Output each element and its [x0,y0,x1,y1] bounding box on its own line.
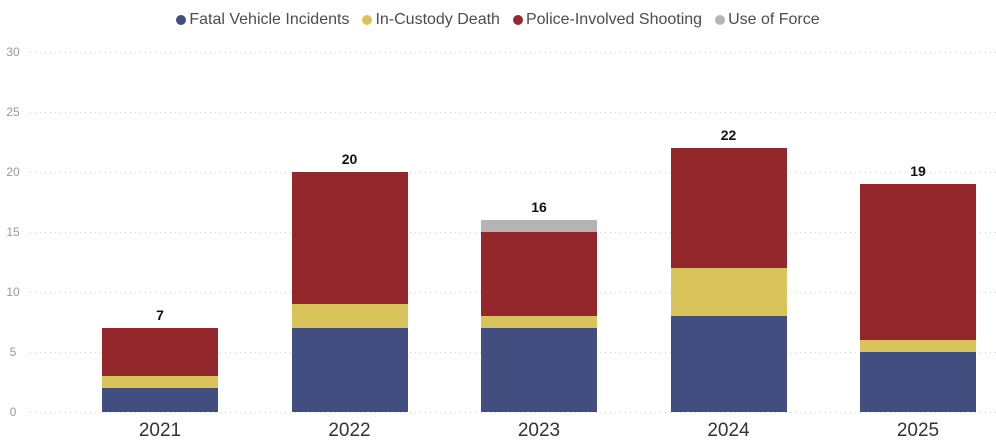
bar-segment-use-of-force[interactable] [481,220,597,232]
bar-2023[interactable] [481,220,597,412]
bar-segment-fatal-vehicle-incidents[interactable] [481,328,597,412]
bar-segment-police-involved-shooting[interactable] [481,232,597,316]
bar-2025[interactable] [860,184,976,412]
legend-marker-icon [715,15,726,25]
bar-segment-police-involved-shooting[interactable] [102,328,218,376]
bar-total-label: 19 [910,163,926,179]
x-axis-category-label: 2023 [517,420,561,441]
gridline-25 [30,112,996,113]
bar-segment-fatal-vehicle-incidents[interactable] [102,388,218,412]
y-axis-tick-label: 20 [6,165,20,179]
bar-total-label: 20 [341,151,358,167]
bar-2022[interactable] [291,172,408,412]
bar-total-label: 16 [531,199,547,215]
bar-segment-in-custody-death[interactable] [291,304,408,328]
legend-item-1[interactable]: In-Custody Death [362,11,500,29]
bar-segment-in-custody-death[interactable] [481,316,597,328]
legend-marker-icon [512,15,523,25]
legend-item-2[interactable]: Police-Involved Shooting [512,11,703,29]
gridline-0 [30,412,996,413]
bar-segment-in-custody-death[interactable] [102,376,218,388]
chart-legend: Fatal Vehicle Incidents In-Custody Death P… [0,9,996,31]
y-axis-tick-label: 25 [6,105,20,119]
legend-item-label: Use of Force [728,11,820,28]
legend-item-label: Police-Involved Shooting [525,11,703,28]
legend-marker-icon [176,15,187,25]
bar-segment-fatal-vehicle-incidents[interactable] [670,316,787,412]
bar-segment-fatal-vehicle-incidents[interactable] [291,328,408,412]
y-axis-tick-label: 0 [9,405,17,419]
legend-item-0[interactable]: Fatal Vehicle Incidents [176,11,349,29]
bar-total-label: 22 [720,127,737,143]
bar-2024[interactable] [670,148,787,412]
y-axis-tick-label: 15 [6,225,20,239]
bar-segment-police-involved-shooting[interactable] [291,172,408,304]
gridline-20 [30,172,996,173]
legend-item-label: Fatal Vehicle Incidents [189,11,350,28]
x-axis-category-label: 2025 [896,420,940,441]
bar-segment-police-involved-shooting[interactable] [860,184,976,340]
bar-segment-police-involved-shooting[interactable] [670,148,787,268]
bar-2021[interactable] [102,328,218,412]
legend-item-3[interactable]: Use of Force [715,11,820,29]
bar-segment-in-custody-death[interactable] [860,340,976,352]
x-axis-category-label: 2021 [138,420,182,441]
y-axis-tick-label: 5 [9,345,17,359]
x-axis-category-label: 2024 [707,420,750,441]
y-axis-tick-label: 10 [6,285,20,299]
y-axis-tick-label: 30 [6,45,20,59]
bar-total-label: 7 [156,307,164,323]
x-axis-category-label: 2022 [328,420,371,441]
legend-marker-icon [362,15,373,25]
legend-item-label: In-Custody Death [375,11,500,28]
bar-segment-in-custody-death[interactable] [670,268,787,316]
gridline-30 [30,52,996,53]
bar-segment-fatal-vehicle-incidents[interactable] [860,352,976,412]
